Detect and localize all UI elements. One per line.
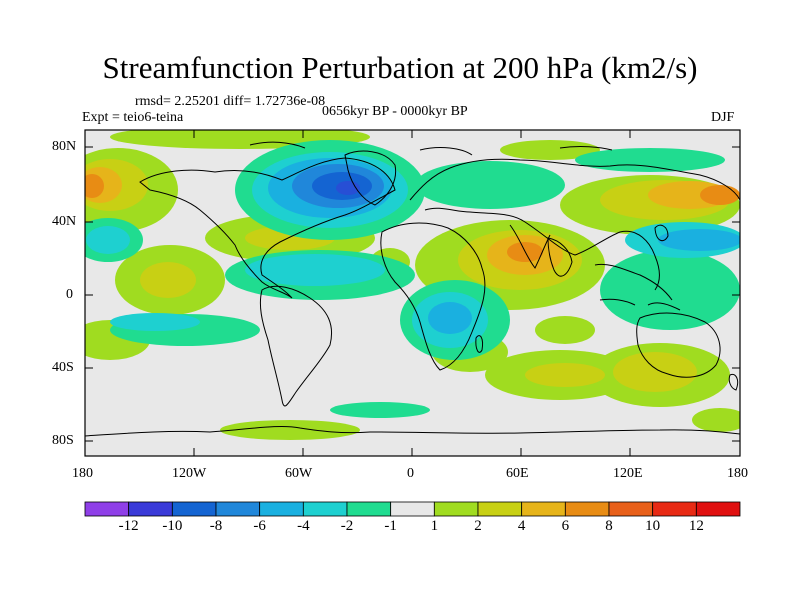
lat-tick-label: 0 (66, 287, 73, 302)
colorbar-swatch (521, 501, 566, 517)
period-label: 0656kyr BP - 0000kyr BP (322, 104, 468, 119)
colorbar-swatch (259, 501, 304, 517)
lon-tick-label: 120W (172, 466, 207, 481)
colorbar-swatch (477, 501, 523, 517)
colorbar-swatch (346, 501, 392, 517)
lat-tick-label: 40N (52, 214, 77, 229)
colorbar-swatch (608, 501, 654, 517)
plot-title: Streamfunction Perturbation at 200 hPa (… (102, 50, 698, 85)
colorbar-label: 2 (474, 518, 482, 534)
colorbar-label: -4 (297, 518, 310, 534)
colorbar-label: 10 (645, 518, 661, 534)
colorbar-label: -1 (384, 518, 397, 534)
lat-tick-label: 80N (52, 139, 77, 154)
colorbar-swatch (302, 501, 348, 517)
colorbar-swatch (433, 501, 479, 517)
colorbar-label: -12 (118, 518, 139, 534)
colorbar-label: 4 (517, 518, 526, 534)
colorbar-label: 8 (605, 518, 613, 534)
season-label: DJF (711, 110, 735, 125)
colorbar-swatch (564, 501, 610, 517)
lon-tick-label: 180 (72, 466, 93, 481)
lon-tick-label: 60E (506, 466, 529, 481)
experiment-label: Expt = teio6-teina (82, 110, 184, 125)
colorbar-label: -8 (209, 518, 223, 534)
lon-tick-label: 0 (407, 466, 414, 481)
axis-ticks (84, 130, 741, 456)
colorbar-swatch (128, 501, 173, 517)
colorbar-label: 12 (688, 518, 704, 534)
colorbar-label: 1 (430, 518, 439, 534)
colorbar-swatch (695, 501, 741, 517)
rmsd-stats: rmsd= 2.25201 diff= 1.72736e-08 (135, 94, 326, 109)
colorbar (84, 501, 741, 517)
lon-tick-label: 180 (727, 466, 748, 481)
lat-tick-label: 80S (52, 433, 74, 448)
contour-field (85, 130, 740, 456)
colorbar-label: -6 (253, 518, 266, 534)
colorbar-label: -10 (162, 518, 183, 534)
colorbar-label: -2 (340, 518, 354, 534)
colorbar-swatch (171, 501, 217, 517)
colorbar-swatch (390, 501, 435, 517)
coastlines (85, 141, 740, 437)
colorbar-label: 6 (561, 518, 570, 534)
colorbar-swatch (652, 501, 697, 517)
lon-tick-label: 60W (285, 466, 313, 481)
colorbar-swatch (84, 501, 130, 517)
colorbar-swatch (215, 501, 261, 517)
lon-tick-label: 120E (613, 466, 643, 481)
lat-tick-label: 40S (52, 360, 74, 375)
